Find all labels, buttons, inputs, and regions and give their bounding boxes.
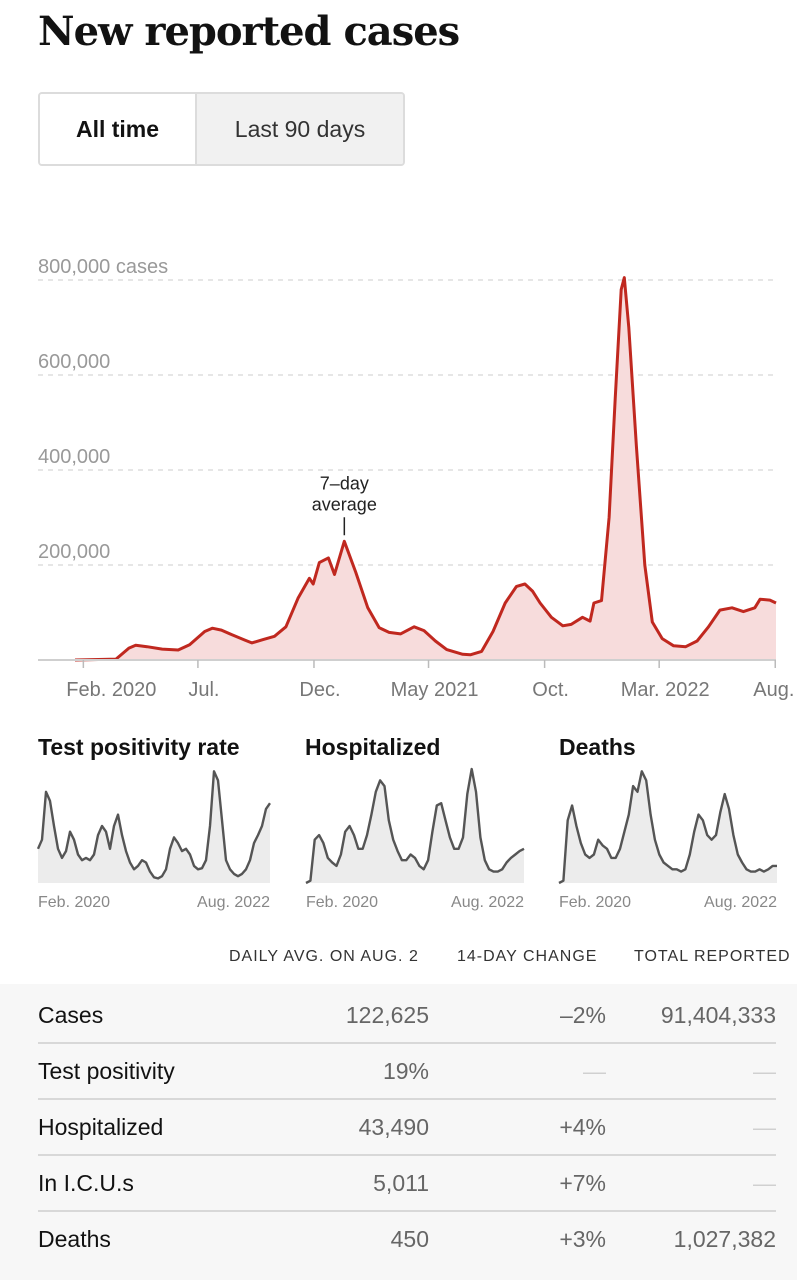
daily-avg-value: 5,011 — [373, 1170, 429, 1196]
sparkline-start-label: Feb. 2020 — [306, 894, 378, 911]
change-value: +7% — [559, 1170, 606, 1196]
row-label: Test positivity — [38, 1058, 175, 1084]
row-label: In I.C.U.s — [38, 1170, 134, 1196]
sparkline-end-label: Aug. 2022 — [197, 894, 270, 911]
sparkline-end-label: Aug. 2022 — [451, 894, 524, 911]
daily-avg-value: 19% — [382, 1058, 429, 1084]
x-tick-label: Mar. 2022 — [621, 679, 710, 701]
daily-avg-header: DAILY AVG. ON AUG. 2 — [229, 948, 419, 965]
annotation-line2: average — [312, 494, 377, 514]
daily-avg-value: 43,490 — [358, 1114, 429, 1140]
table-row: Test positivity 19% — — — [38, 1042, 776, 1100]
y-tick-label: 800,000 cases — [38, 256, 168, 278]
table-row: Deaths 450 +3% 1,027,382 — [38, 1210, 776, 1266]
sparkline-start-label: Feb. 2020 — [559, 894, 631, 911]
last-90-days-button[interactable]: Last 90 days — [197, 94, 403, 164]
table-row: In I.C.U.s 5,011 +7% — — [38, 1154, 776, 1212]
change-value: –2% — [559, 1002, 606, 1028]
time-range-toggle: All time Last 90 days — [38, 92, 405, 166]
table-row: Cases 122,625 –2% 91,404,333 — [38, 986, 776, 1044]
hospitalized-title: Hospitalized — [305, 734, 441, 760]
total-header: TOTAL REPORTED — [634, 948, 791, 965]
summary-table: Cases 122,625 –2% 91,404,333 Test positi… — [0, 984, 797, 1280]
page-title: New reported cases — [38, 8, 460, 55]
y-tick-label: 400,000 — [38, 446, 110, 468]
sparkline-line — [36, 770, 271, 880]
deaths-title: Deaths — [559, 734, 636, 760]
y-tick-label: 200,000 — [38, 541, 110, 563]
x-tick-label: Feb. 2020 — [66, 679, 156, 701]
sparkline-area — [306, 769, 524, 883]
all-time-button[interactable]: All time — [40, 94, 197, 164]
total-value: — — [753, 1114, 776, 1140]
annotation-line1: 7–day — [320, 473, 369, 493]
change-value: +4% — [559, 1114, 606, 1140]
deaths-sparkline: Feb. 2020 Aug. 2022 — [558, 770, 777, 911]
sparkline-start-label: Feb. 2020 — [38, 894, 110, 911]
gridlines — [38, 279, 776, 566]
row-label: Hospitalized — [38, 1114, 164, 1140]
row-label: Deaths — [38, 1226, 111, 1252]
total-value: 1,027,382 — [673, 1226, 776, 1252]
x-tick-labels: Feb. 2020 Jul. Dec. May 2021 Oct. Mar. 2022 Au… — [66, 660, 794, 701]
row-label: Cases — [38, 1002, 104, 1028]
x-tick-label: May 2021 — [391, 679, 479, 701]
table-row: Hospitalized 43,490 +4% — — [38, 1098, 776, 1156]
test-positivity-title: Test positivity rate — [38, 734, 240, 760]
total-value: — — [753, 1170, 776, 1196]
change-header: 14-DAY CHANGE — [457, 948, 598, 965]
sparkline-end-label: Aug. 2022 — [704, 894, 777, 911]
y-tick-label: 600,000 — [38, 351, 110, 373]
x-tick-label: Dec. — [299, 679, 340, 701]
total-value: — — [753, 1058, 776, 1084]
sparkline-area — [559, 771, 777, 883]
cases-line — [74, 276, 777, 662]
total-value: 91,404,333 — [660, 1002, 776, 1028]
sparkline-line — [305, 767, 525, 885]
daily-avg-value: 450 — [390, 1226, 429, 1252]
sparkline-area — [38, 771, 270, 883]
daily-avg-value: 122,625 — [345, 1002, 429, 1028]
change-value: +3% — [559, 1226, 606, 1252]
test-positivity-sparkline: Feb. 2020 Aug. 2022 — [36, 770, 271, 911]
cases-area — [75, 277, 776, 660]
change-value: — — [583, 1058, 606, 1084]
x-tick-label: Jul. — [188, 679, 219, 701]
x-tick-label: Oct. — [532, 679, 569, 701]
seven-day-average-annotation: 7–day average — [312, 473, 377, 536]
hospitalized-sparkline: Feb. 2020 Aug. 2022 — [305, 767, 525, 911]
sparkline-line — [558, 770, 777, 885]
y-tick-labels: 800,000 cases 600,000 400,000 200,000 — [38, 256, 168, 563]
cases-chart: 800,000 cases 600,000 400,000 200,000 Feb. … — [38, 256, 794, 701]
x-tick-label: Aug. — [753, 679, 794, 701]
